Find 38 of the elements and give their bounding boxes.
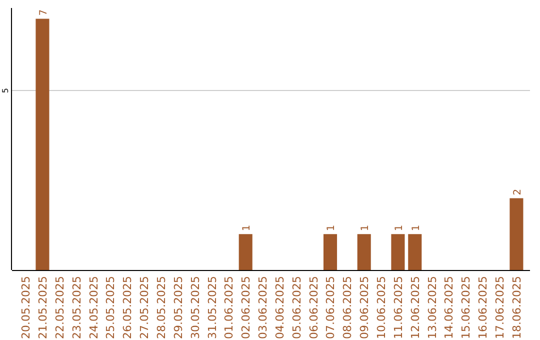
- x-tick-label: 18.06.2025: [510, 276, 524, 339]
- x-tick-label: 01.06.2025: [222, 276, 236, 339]
- x-tick-label: 04.06.2025: [273, 276, 286, 339]
- data-label: 1: [394, 224, 405, 232]
- x-tick-label: 06.06.2025: [307, 276, 320, 339]
- x-tick-label: 21.05.2025: [36, 276, 50, 339]
- data-label: 1: [410, 224, 422, 232]
- x-tick-label: 16.06.2025: [476, 276, 490, 339]
- data-label: 1: [242, 224, 253, 232]
- x-tick-label: 20.05.2025: [20, 276, 33, 339]
- data-label: 1: [326, 224, 338, 232]
- x-tick-label: 28.05.2025: [154, 276, 168, 339]
- x-tick-label: 15.06.2025: [460, 276, 473, 339]
- x-tick-label: 31.05.2025: [206, 276, 219, 339]
- x-tick-label: 14.06.2025: [442, 276, 456, 339]
- x-tick-label: 25.05.2025: [104, 276, 118, 339]
- x-tick-label: 11.06.2025: [392, 276, 405, 339]
- x-tick-label: 05.06.2025: [290, 276, 304, 339]
- x-tick-label: 22.05.2025: [53, 276, 66, 339]
- x-tick-label: 27.05.2025: [138, 276, 152, 339]
- x-tick-label: 07.06.2025: [324, 276, 338, 339]
- x-tick-label: 12.06.2025: [408, 276, 422, 339]
- x-tick-label: 09.06.2025: [358, 276, 372, 339]
- x-tick-label: 17.06.2025: [494, 276, 507, 339]
- x-tick-label: 10.06.2025: [375, 276, 388, 339]
- y-tick-label: 5: [1, 88, 10, 94]
- x-tick-label: 13.06.2025: [426, 276, 439, 339]
- data-label: 7: [38, 9, 50, 16]
- x-tick-label: 08.06.2025: [341, 276, 354, 339]
- data-label: 1: [360, 224, 372, 232]
- x-tick-label: 03.06.2025: [256, 276, 270, 339]
- x-tick-label: 30.05.2025: [188, 276, 202, 339]
- x-tick-label: 24.05.2025: [87, 276, 100, 339]
- x-tick-label: 02.06.2025: [240, 276, 253, 339]
- x-tick-label: 23.05.2025: [70, 276, 84, 339]
- x-tick-label: 29.05.2025: [172, 276, 185, 339]
- data-label: 2: [512, 188, 524, 196]
- x-tick-label: 26.05.2025: [121, 276, 134, 339]
